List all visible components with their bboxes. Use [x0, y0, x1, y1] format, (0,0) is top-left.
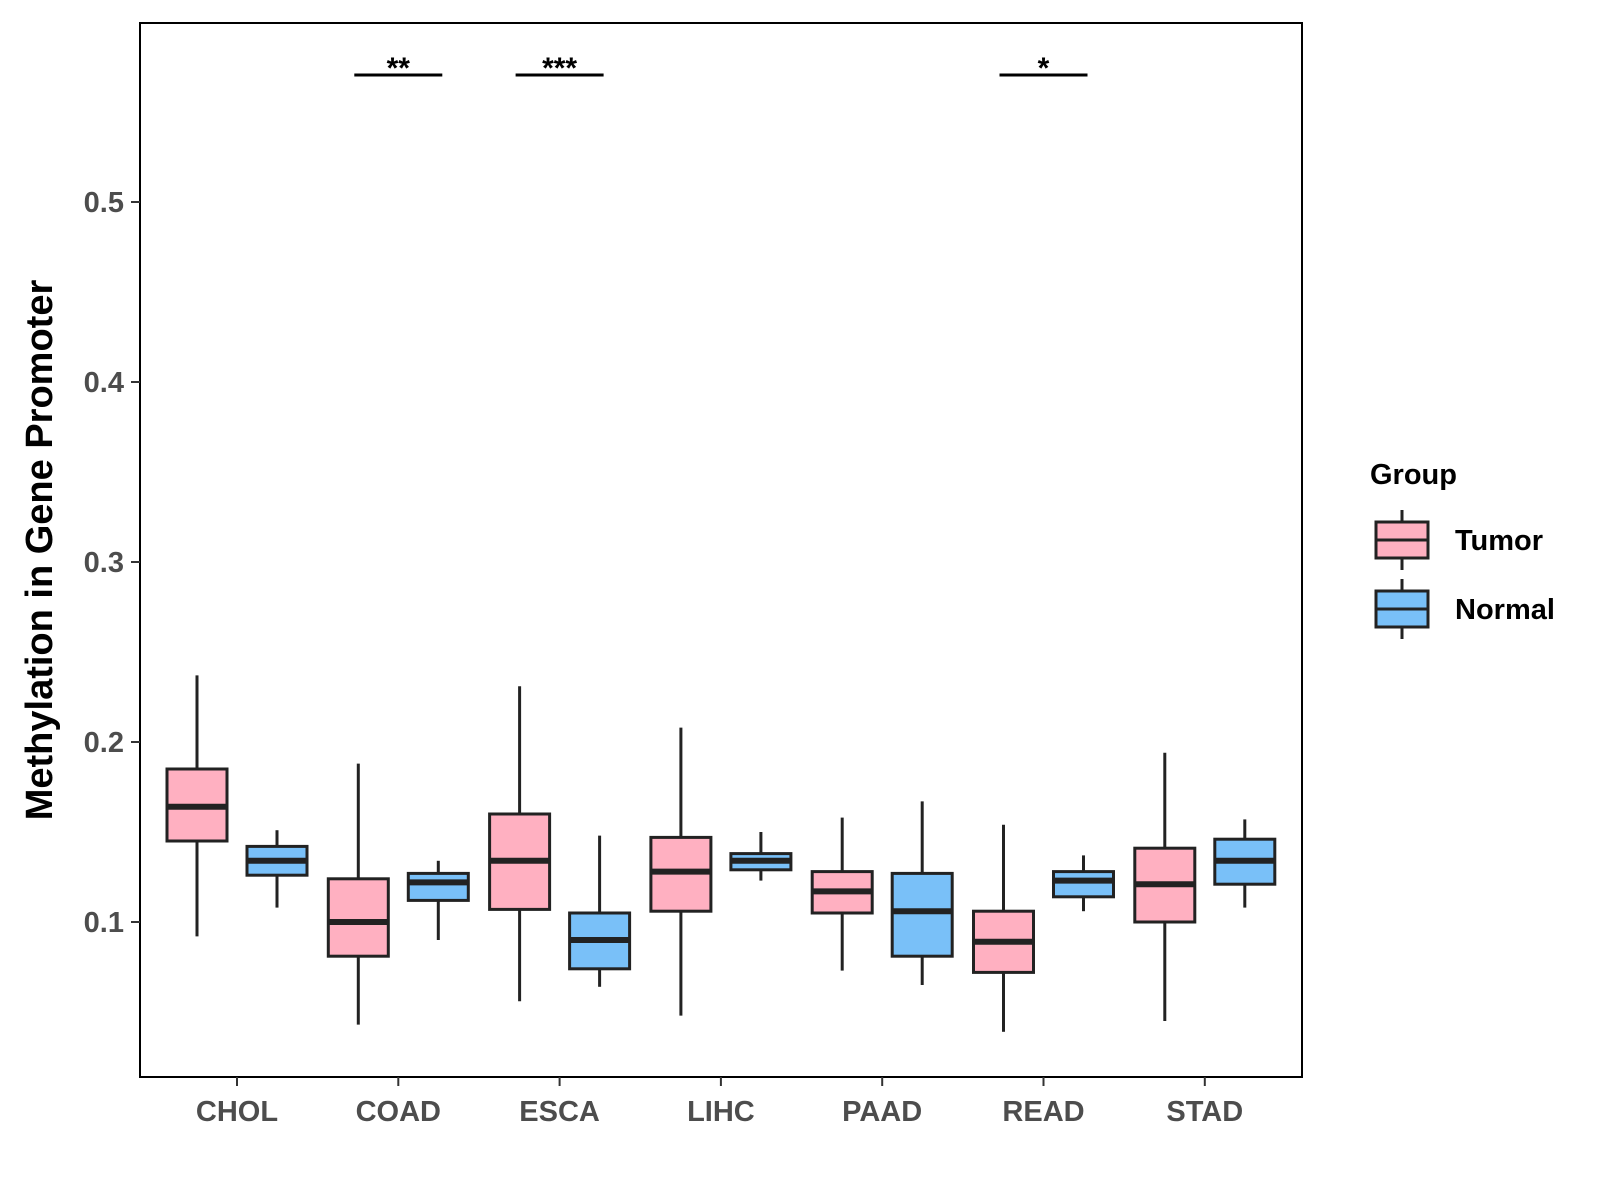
significance-label: ** — [387, 52, 411, 85]
box-normal-stad — [1213, 819, 1277, 908]
legend-item-tumor: Tumor — [1374, 510, 1543, 570]
y-tick-label: 0.2 — [84, 727, 124, 759]
y-tick-label: 0.4 — [84, 367, 124, 399]
x-tick-label: LIHC — [687, 1096, 755, 1128]
x-tick-label: ESCA — [519, 1096, 600, 1128]
box-body — [1052, 870, 1115, 899]
box-tumor-stad — [1133, 752, 1197, 1021]
legend: Group Tumor Normal — [1370, 459, 1555, 639]
significance-annotations: ** *** * — [354, 52, 1088, 85]
box-tumor-coad — [326, 763, 390, 1025]
legend-title: Group — [1370, 459, 1457, 491]
y-axis: 0.1 0.2 0.3 0.4 0.5 — [84, 187, 140, 939]
x-tick-label: READ — [1002, 1096, 1084, 1128]
box-normal-coad — [406, 860, 470, 940]
y-tick-label: 0.3 — [84, 547, 124, 579]
significance-label: *** — [542, 52, 577, 85]
box-body — [890, 871, 954, 958]
box-tumor-esca — [488, 686, 552, 1002]
box-tumor-lihc — [649, 727, 713, 1016]
x-tick-label: STAD — [1166, 1096, 1243, 1128]
box-normal-chol — [245, 830, 309, 908]
box-normal-esca — [568, 835, 632, 987]
box-body — [326, 877, 390, 958]
box-tumor-chol — [165, 675, 229, 937]
legend-label: Tumor — [1455, 525, 1543, 557]
significance-label: * — [1038, 52, 1050, 85]
legend-item-normal: Normal — [1374, 579, 1555, 639]
x-tick-label: CHOL — [196, 1096, 278, 1128]
legend-label: Normal — [1455, 594, 1555, 626]
y-tick-label: 0.5 — [84, 187, 124, 219]
x-tick-label: PAAD — [842, 1096, 922, 1128]
box-normal-lihc — [729, 832, 793, 881]
box-tumor-paad — [810, 817, 874, 971]
box-normal-read — [1052, 855, 1115, 912]
box-body — [406, 871, 470, 902]
plot-panel — [139, 22, 1303, 1078]
x-tick-label: COAD — [356, 1096, 441, 1128]
y-tick-label: 0.1 — [84, 907, 124, 939]
y-axis-title: Methylation in Gene Promoter — [19, 280, 61, 821]
box-tumor-read — [972, 824, 1035, 1032]
box-normal-paad — [890, 801, 954, 985]
box-series — [165, 675, 1277, 1032]
x-axis: CHOL COAD ESCA LIHC PAAD READ STAD — [196, 1077, 1243, 1128]
